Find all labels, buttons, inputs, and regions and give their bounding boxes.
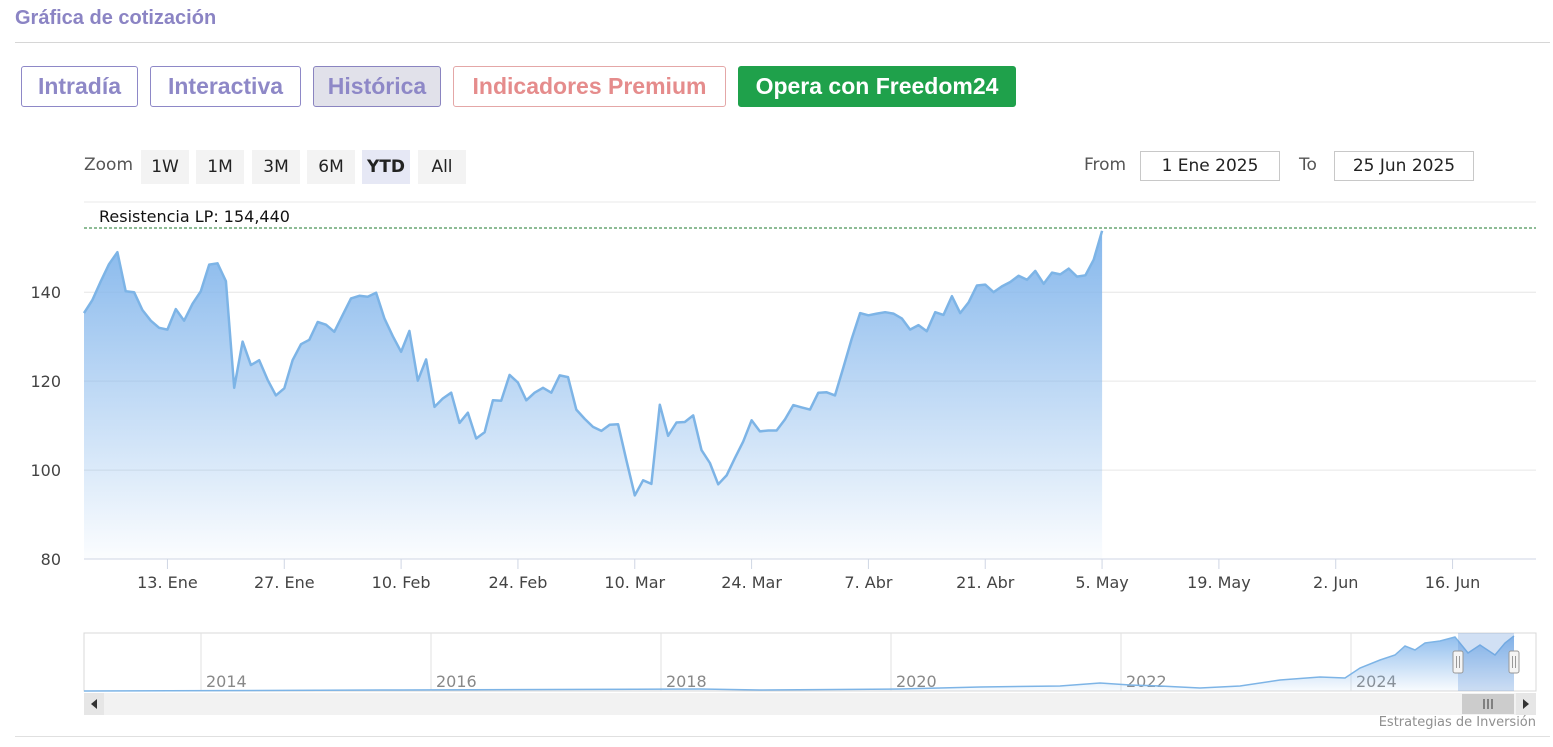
scroll-left-icon	[91, 699, 97, 709]
navigator-right-handle[interactable]	[1508, 650, 1520, 674]
freedom24-cta-button[interactable]: Opera con Freedom24	[738, 66, 1016, 107]
zoom-1m-button[interactable]: 1M	[196, 150, 244, 184]
x-tick-label: 10. Mar	[604, 573, 665, 592]
x-axis: 13. Ene 27. Ene 10. Feb 24. Feb 10. Mar 24. M…	[137, 559, 1480, 592]
navigator-year-label: 2016	[436, 672, 477, 691]
zoom-1w-button[interactable]: 1W	[141, 150, 189, 184]
bottom-divider	[15, 736, 1550, 737]
zoom-all-button[interactable]: All	[418, 150, 466, 184]
navigator-year-label: 2018	[666, 672, 707, 691]
x-tick-label: 27. Ene	[254, 573, 315, 592]
navigator-area	[84, 636, 1514, 691]
tab-historica[interactable]: Histórica	[313, 66, 441, 107]
x-tick-label: 10. Feb	[372, 573, 431, 592]
x-tick-label: 24. Mar	[721, 573, 782, 592]
header-divider	[15, 42, 1550, 43]
y-tick-label: 140	[30, 283, 61, 302]
tab-intradia[interactable]: Intradía	[21, 66, 138, 107]
x-tick-label: 2. Jun	[1313, 573, 1358, 592]
zoom-label: Zoom	[84, 155, 134, 175]
navigator: 201420162018202020222024	[83, 632, 1537, 692]
zoom-6m-button[interactable]: 6M	[307, 150, 355, 184]
zoom-ytd-button[interactable]: YTD	[362, 150, 410, 184]
x-tick-label: 7. Abr	[844, 573, 892, 592]
y-tick-label: 120	[30, 372, 61, 391]
x-tick-label: 24. Feb	[489, 573, 548, 592]
y-tick-label: 80	[41, 550, 61, 569]
chart-credits: Estrategias de Inversión	[1378, 715, 1536, 730]
zoom-3m-button[interactable]: 3M	[252, 150, 300, 184]
tab-interactiva[interactable]: Interactiva	[150, 66, 301, 107]
x-tick-label: 19. May	[1187, 573, 1251, 592]
scroll-right-icon	[1523, 699, 1529, 709]
price-area	[84, 230, 1103, 560]
to-label: To	[1299, 155, 1317, 175]
to-date-input[interactable]	[1334, 151, 1474, 181]
x-tick-label: 21. Abr	[956, 573, 1015, 592]
y-tick-label: 100	[30, 461, 61, 480]
navigator-line	[83, 635, 1515, 692]
navigator-year-label: 2014	[206, 672, 247, 691]
navigator-year-label: 2020	[896, 672, 937, 691]
from-date-input[interactable]	[1140, 151, 1280, 181]
from-label: From	[1084, 155, 1127, 175]
navigator-left-handle[interactable]	[1452, 650, 1464, 674]
page-title: Gráfica de cotización	[15, 7, 217, 29]
y-axis: 80 100 120 140	[30, 283, 61, 569]
navigator-selection[interactable]	[1458, 633, 1514, 691]
tab-indicadores-premium[interactable]: Indicadores Premium	[453, 66, 726, 107]
price-line	[82, 230, 1104, 497]
resistance-label: Resistencia LP: 154,440	[99, 207, 290, 226]
x-tick-label: 16. Jun	[1425, 573, 1481, 592]
x-tick-label: 13. Ene	[137, 573, 198, 592]
x-tick-label: 5. May	[1075, 573, 1128, 592]
scrollbar[interactable]	[84, 693, 1536, 715]
